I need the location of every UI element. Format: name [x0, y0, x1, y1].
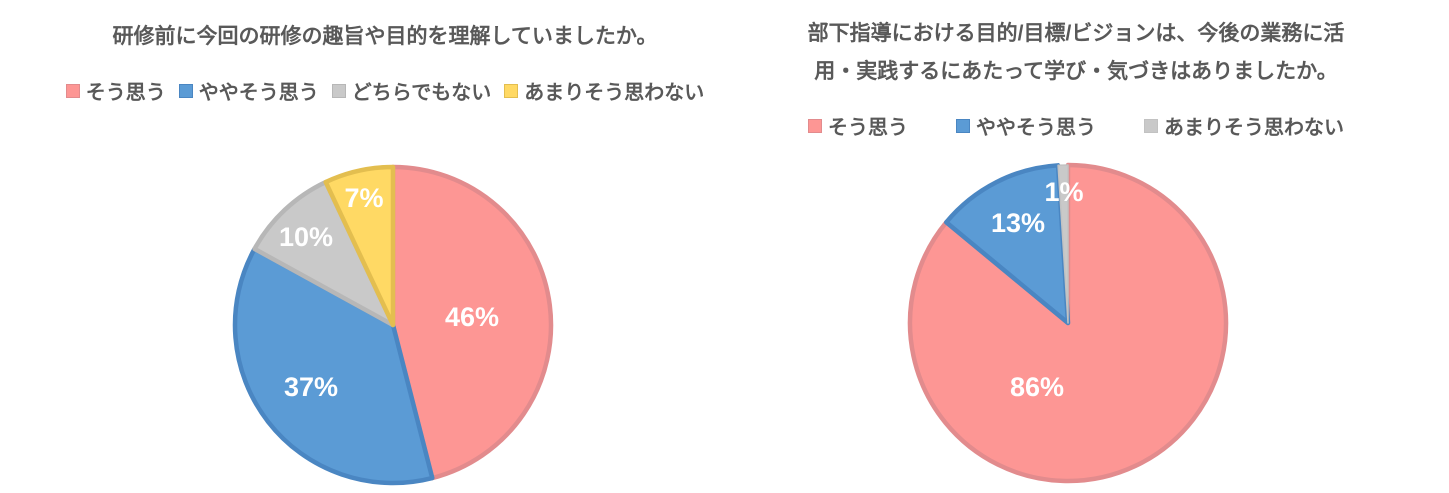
pie: 46% 37% 10% 7%: [232, 164, 554, 486]
slice-data-label-4: 7%: [344, 183, 383, 213]
slice-data-label-3: 1%: [1044, 177, 1083, 207]
legend-label: あまりそう思わない: [1164, 117, 1344, 139]
pie-chart-guidance-learning: 部下指導における目的/目標/ビジョンは、今後の業務に活 用・実践するにあたって学…: [720, 0, 1432, 484]
chart-legend: そう思う ややそう思う あまりそう思わない: [720, 111, 1432, 140]
slice-data-label-2: 13%: [991, 208, 1045, 238]
pie-slice-2: [232, 246, 435, 486]
legend-label: ややそう思う: [198, 82, 319, 104]
pie-slice-1: [390, 164, 554, 481]
legend-swatch: [956, 118, 970, 133]
legend-item-2: ややそう思う: [178, 76, 319, 105]
legend-swatch: [331, 83, 346, 98]
slice-data-label-1: 46%: [445, 302, 499, 332]
chart-legend: そう思う ややそう思う どちらでもない あまりそう思わない: [0, 76, 770, 105]
legend-label: ややそう思う: [976, 117, 1096, 139]
pie-slice-4: [323, 164, 396, 328]
legend-label: どちらでもない: [351, 82, 492, 104]
pie-chart-training-purpose: 研修前に今回の研修の趣旨や目的を理解していましたか。 そう思う ややそう思う どちら…: [0, 0, 770, 486]
legend-swatch: [178, 83, 193, 98]
legend-item-3: あまりそう思わない: [1144, 111, 1344, 140]
legend-label: そう思う: [85, 82, 166, 104]
pie-slice-2: [944, 163, 1071, 326]
legend-swatch: [504, 83, 519, 98]
chart-title-line-2: 用・実践するにあたって学び・気づきはありましたか。: [814, 60, 1338, 83]
chart-title-line-1: 部下指導における目的/目標/ビジョンは、今後の業務に活: [807, 22, 1345, 45]
slice-data-label-3: 10%: [279, 222, 333, 252]
pie: 86% 13%1%: [907, 162, 1229, 484]
slice-data-label-1: 86%: [1010, 372, 1064, 402]
pie-slice-3: [1057, 164, 1069, 324]
legend-item-2: ややそう思う: [956, 111, 1096, 140]
legend-item-4: あまりそう思わない: [504, 76, 704, 105]
legend-item-3: どちらでもない: [331, 76, 492, 105]
chart-title-text: 研修前に今回の研修の趣旨や目的を理解していましたか。: [112, 25, 658, 48]
legend-item-1: そう思う: [65, 76, 166, 105]
legend-swatch: [808, 118, 822, 133]
legend-item-1: そう思う: [808, 111, 908, 140]
chart-title: 研修前に今回の研修の趣旨や目的を理解していましたか。: [0, 24, 770, 50]
legend-label: そう思う: [828, 117, 908, 139]
slice-data-label-2: 37%: [284, 372, 338, 402]
pie-slice-3: [252, 179, 396, 328]
legend-swatch: [65, 83, 80, 98]
legend-swatch: [1144, 118, 1158, 133]
legend-label: あまりそう思わない: [524, 82, 705, 104]
chart-title: 部下指導における目的/目標/ビジョンは、今後の業務に活 用・実践するにあたって学…: [720, 15, 1432, 91]
